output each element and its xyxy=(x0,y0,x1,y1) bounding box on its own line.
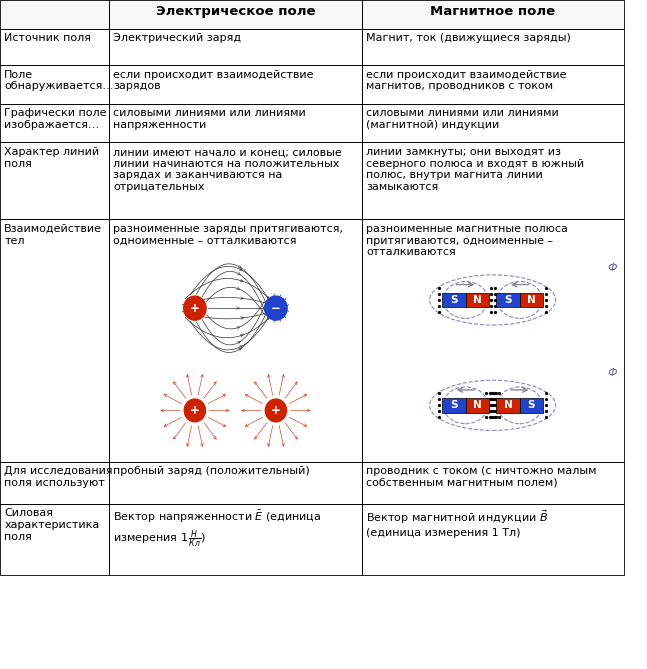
Bar xyxy=(109,462,362,504)
Bar xyxy=(362,104,624,142)
Text: S: S xyxy=(528,400,535,410)
Bar xyxy=(109,104,362,142)
Text: линии имеют начало и конец; силовые
линии начинаются на положительных
зарядах и : линии имеют начало и конец; силовые лини… xyxy=(113,147,342,192)
Text: силовыми линиями или линиями
напряженности: силовыми линиями или линиями напряженнос… xyxy=(113,108,306,130)
Text: N: N xyxy=(473,400,481,410)
Bar xyxy=(0,104,109,142)
Text: N: N xyxy=(504,400,512,410)
Circle shape xyxy=(265,296,287,320)
Text: −: − xyxy=(271,302,281,314)
Bar xyxy=(109,219,362,462)
Text: если происходит взаимодействие
зарядов: если происходит взаимодействие зарядов xyxy=(113,70,314,91)
Text: если происходит взаимодействие
магнитов, проводников с током: если происходит взаимодействие магнитов,… xyxy=(366,70,567,91)
Text: +: + xyxy=(190,302,200,314)
Text: Магнит, ток (движущиеся заряды): Магнит, ток (движущиеся заряды) xyxy=(366,33,571,43)
Text: Характер линий
поля: Характер линий поля xyxy=(5,147,100,169)
Bar xyxy=(362,0,624,29)
Text: S: S xyxy=(450,295,457,305)
Bar xyxy=(109,0,362,29)
Bar xyxy=(362,219,624,462)
Bar xyxy=(442,292,465,307)
Text: Электрическое поле: Электрическое поле xyxy=(156,5,315,17)
Bar xyxy=(0,0,109,29)
Bar xyxy=(362,0,624,29)
Bar xyxy=(109,29,362,65)
Text: Взаимодействие
тел: Взаимодействие тел xyxy=(5,224,102,246)
Bar xyxy=(0,65,109,104)
Text: проводник с током (с ничтожно малым
собственным магнитным полем): проводник с током (с ничтожно малым собс… xyxy=(366,466,597,488)
Text: Поле
обнаруживается…: Поле обнаруживается… xyxy=(5,70,114,91)
Bar xyxy=(0,29,109,65)
Text: разноименные заряды притягиваются,
одноименные – отталкиваются: разноименные заряды притягиваются, однои… xyxy=(113,224,344,246)
Text: линии замкнуты; они выходят из
северного полюса и входят в южный
полюс, внутри м: линии замкнуты; они выходят из северного… xyxy=(366,147,584,192)
Bar xyxy=(0,0,109,29)
Bar xyxy=(362,65,624,104)
Text: Ф: Ф xyxy=(608,368,617,378)
Bar xyxy=(109,142,362,219)
Bar xyxy=(0,462,109,504)
Text: S: S xyxy=(450,400,457,410)
Text: Ф: Ф xyxy=(608,263,617,273)
Text: Графически поле
изображается…: Графически поле изображается… xyxy=(5,108,107,130)
Bar xyxy=(496,398,520,413)
Bar xyxy=(520,398,543,413)
Text: силовыми линиями или линиями
(магнитной) индукции: силовыми линиями или линиями (магнитной)… xyxy=(366,108,559,130)
Bar xyxy=(0,504,109,575)
Text: Силовая
характеристика
поля: Силовая характеристика поля xyxy=(5,508,100,542)
Circle shape xyxy=(184,296,206,320)
Bar xyxy=(362,29,624,65)
Text: Магнитное поле: Магнитное поле xyxy=(430,5,555,17)
Circle shape xyxy=(184,399,206,422)
Bar xyxy=(362,504,624,575)
Text: разноименные магнитные полюса
притягиваются, одноименные –
отталкиваются: разноименные магнитные полюса притягиваю… xyxy=(366,224,568,258)
Text: N: N xyxy=(473,295,481,305)
Text: Вектор магнитной индукции $\vec{B}$
(единица измерения 1 Тл): Вектор магнитной индукции $\vec{B}$ (еди… xyxy=(366,508,548,538)
Text: измерения $1\,\frac{H}{Кл}$): измерения $1\,\frac{H}{Кл}$) xyxy=(113,529,207,550)
Bar xyxy=(520,292,543,307)
Text: N: N xyxy=(527,295,536,305)
Circle shape xyxy=(265,399,287,422)
Bar xyxy=(109,65,362,104)
Text: Для исследования
поля используют: Для исследования поля используют xyxy=(5,466,113,488)
Text: Вектор напряженности $\bar{E}$ (единица: Вектор напряженности $\bar{E}$ (единица xyxy=(113,508,322,524)
Bar xyxy=(465,292,489,307)
Text: Источник поля: Источник поля xyxy=(5,33,91,43)
Text: +: + xyxy=(190,404,200,417)
Text: S: S xyxy=(504,295,512,305)
Text: пробный заряд (положительный): пробный заряд (положительный) xyxy=(113,466,311,476)
Bar xyxy=(496,292,520,307)
Bar xyxy=(442,398,465,413)
Bar xyxy=(0,142,109,219)
Bar xyxy=(362,142,624,219)
Bar xyxy=(109,0,362,29)
Bar xyxy=(109,504,362,575)
Text: +: + xyxy=(271,404,281,417)
Bar xyxy=(0,219,109,462)
Bar xyxy=(362,462,624,504)
Bar xyxy=(465,398,489,413)
Text: Электрический заряд: Электрический заряд xyxy=(113,33,241,43)
